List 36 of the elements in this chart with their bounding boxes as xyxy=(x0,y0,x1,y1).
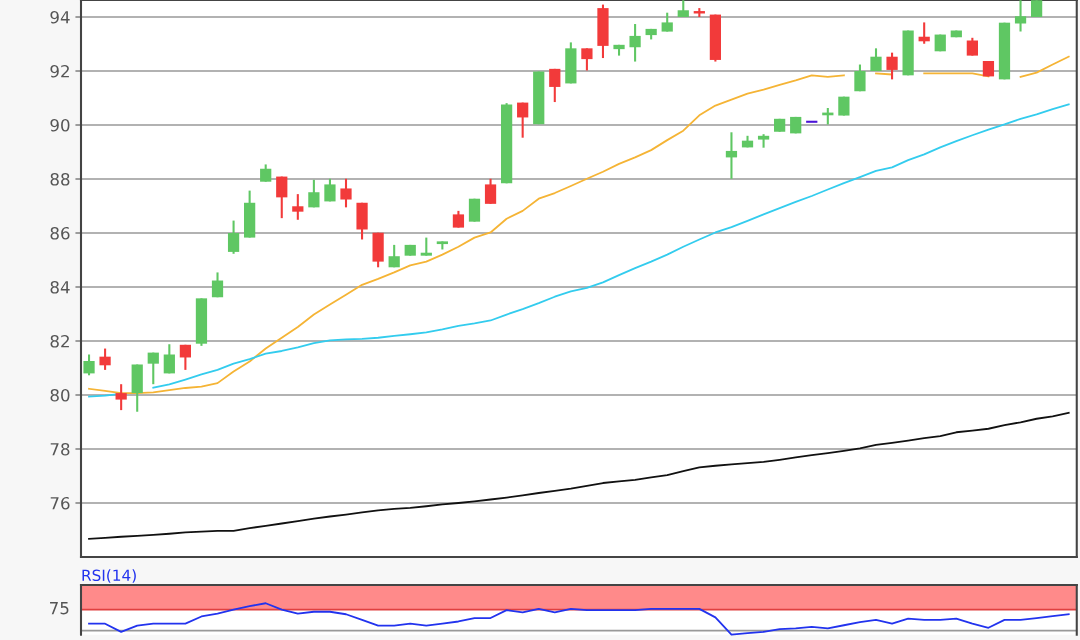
y-tick-label: 86 xyxy=(50,226,70,240)
y-tick-label: 78 xyxy=(50,442,70,456)
y-tick-label: 80 xyxy=(50,388,70,402)
candlestick xyxy=(340,177,352,209)
candlestick xyxy=(420,236,432,257)
line-series xyxy=(88,411,1070,540)
candlestick xyxy=(581,47,593,72)
candlestick xyxy=(147,351,159,386)
candlestick xyxy=(886,51,898,81)
candlestick xyxy=(484,177,497,205)
candlestick xyxy=(549,67,561,104)
candlestick xyxy=(292,193,304,221)
candlestick xyxy=(1014,0,1027,33)
candlestick xyxy=(83,353,95,377)
y-tick-label: 88 xyxy=(50,172,70,186)
candlestick xyxy=(115,383,127,412)
y-tick-label: 94 xyxy=(50,10,70,24)
candlestick xyxy=(629,22,641,63)
y-tick-label: 90 xyxy=(50,118,70,132)
candlestick xyxy=(276,175,288,220)
candlestick xyxy=(163,343,175,375)
candlestick xyxy=(308,178,320,209)
y-tick-label: 76 xyxy=(50,496,70,510)
candlestick xyxy=(211,271,224,299)
candlestick xyxy=(661,11,673,33)
candlestick xyxy=(179,343,192,371)
y-tick-label: 92 xyxy=(50,64,69,78)
candlestick xyxy=(99,347,111,371)
candlestick xyxy=(517,101,529,139)
candlestick xyxy=(227,219,240,255)
candlestick xyxy=(725,131,738,180)
y-tick-label: 82 xyxy=(50,334,69,348)
y-tick-label: 84 xyxy=(50,280,70,294)
chart-title: RSI(14) xyxy=(82,569,136,583)
candlestick xyxy=(854,63,866,93)
text: 75 xyxy=(50,601,69,615)
